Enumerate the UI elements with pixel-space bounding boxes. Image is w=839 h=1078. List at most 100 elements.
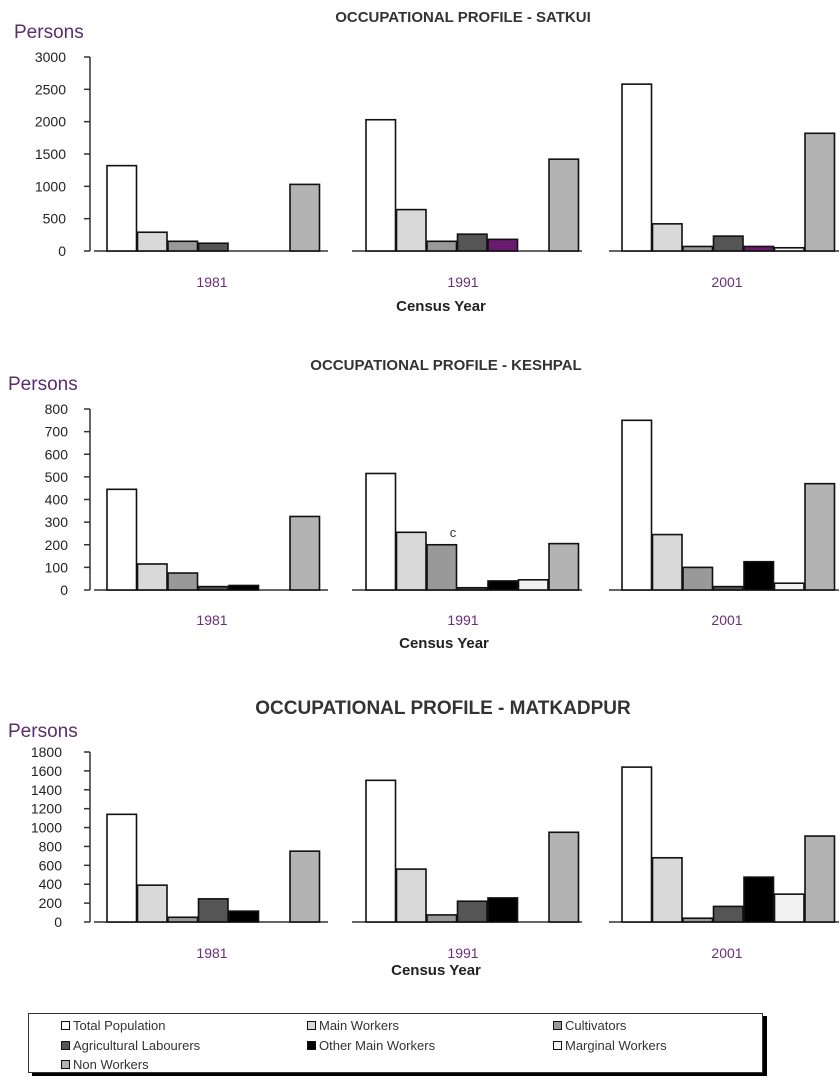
y-tick-label: 400 bbox=[45, 492, 69, 508]
bar-main-workers-1981 bbox=[136, 884, 168, 923]
y-tick-label: 200 bbox=[45, 537, 69, 553]
y-tick-label: 600 bbox=[45, 446, 69, 462]
bar-total-population-1991 bbox=[365, 118, 397, 252]
bar-other-main-workers-1981 bbox=[228, 584, 260, 591]
bar-agricultural-labourers-2001 bbox=[712, 585, 744, 591]
x-tick-label: 1991 bbox=[447, 612, 478, 628]
bar-other-main-workers-2001 bbox=[743, 560, 775, 591]
bar-main-workers-1991 bbox=[395, 868, 427, 923]
bar-total-population-1981 bbox=[106, 164, 138, 252]
legend-swatch bbox=[61, 1060, 70, 1069]
y-tick-label: 2000 bbox=[35, 114, 66, 130]
x-axis-label: Census Year bbox=[396, 298, 486, 315]
legend-item-marginal-workers: Marginal Workers bbox=[553, 1038, 667, 1053]
bar-main-workers-1981 bbox=[136, 563, 168, 591]
bar-cultivators-2001 bbox=[682, 566, 714, 591]
charts-canvas: OCCUPATIONAL PROFILE - SATKUI Persons 0 500… bbox=[8, 9, 839, 979]
bar-marginal-workers-2001 bbox=[773, 246, 805, 252]
legend-label: Non Workers bbox=[73, 1057, 149, 1072]
bar-cultivators-1991 bbox=[426, 543, 458, 591]
x-tick-label: 1981 bbox=[196, 274, 227, 290]
bar-other-main-workers-1991 bbox=[487, 238, 519, 252]
y-tick-label: 800 bbox=[39, 838, 63, 854]
bar-agricultural-labourers-1991 bbox=[456, 586, 488, 591]
y-tick-label: 600 bbox=[39, 857, 63, 873]
y-tick-label: 300 bbox=[45, 514, 69, 530]
x-tick-label: 2001 bbox=[711, 945, 742, 961]
bar-other-main-workers-1981 bbox=[228, 910, 260, 923]
bar-agricultural-labourers-1981 bbox=[197, 585, 229, 591]
bar-cultivators-1981 bbox=[167, 240, 199, 252]
chart-title: OCCUPATIONAL PROFILE - KESHPAL bbox=[310, 357, 581, 374]
y-tick-label: 200 bbox=[39, 895, 63, 911]
y-axis-label: Persons bbox=[8, 721, 78, 742]
y-tick-label: 1500 bbox=[35, 146, 66, 162]
y-tick-label: 1200 bbox=[31, 801, 62, 817]
bar-total-population-1991 bbox=[365, 779, 397, 923]
y-tick-label: 700 bbox=[45, 424, 69, 440]
bar-agricultural-labourers-1981 bbox=[197, 242, 229, 252]
chart-title: OCCUPATIONAL PROFILE - SATKUI bbox=[335, 9, 591, 26]
bar-marginal-workers-2001 bbox=[773, 582, 805, 591]
bar-other-main-workers-2001 bbox=[743, 245, 775, 252]
y-axis-label: Persons bbox=[14, 22, 84, 43]
y-tick-label: 100 bbox=[45, 559, 69, 575]
y-tick-label: 1600 bbox=[31, 763, 62, 779]
legend-swatch bbox=[553, 1021, 562, 1030]
chart-title: OCCUPATIONAL PROFILE - MATKADPUR bbox=[255, 698, 631, 719]
bar-total-population-2001 bbox=[621, 419, 653, 591]
y-tick-label: 3000 bbox=[35, 49, 66, 65]
bar-other-main-workers-1991 bbox=[487, 580, 519, 591]
y-tick-label: 500 bbox=[43, 211, 67, 227]
bar-agricultural-labourers-1981 bbox=[197, 898, 229, 923]
bar-non-workers-2001 bbox=[804, 835, 836, 923]
bar-main-workers-2001 bbox=[651, 223, 683, 252]
y-tick-label: 400 bbox=[39, 876, 63, 892]
y-tick-label: 1000 bbox=[35, 178, 66, 194]
y-tick-label: 0 bbox=[60, 582, 68, 598]
x-tick-label: 2001 bbox=[711, 274, 742, 290]
bar-cultivators-1991 bbox=[426, 240, 458, 252]
bar-agricultural-labourers-2001 bbox=[712, 905, 744, 923]
legend-item-non-workers: Non Workers bbox=[61, 1057, 149, 1072]
y-axis-label: Persons bbox=[8, 374, 78, 395]
legend-label: Marginal Workers bbox=[565, 1038, 667, 1053]
x-tick-label: 1981 bbox=[196, 612, 227, 628]
legend-label: Cultivators bbox=[565, 1018, 627, 1033]
y-tick-label: 800 bbox=[45, 401, 69, 417]
legend-item-agricultural-labourers: Agricultural Labourers bbox=[61, 1038, 200, 1053]
legend-label: Other Main Workers bbox=[319, 1038, 436, 1053]
y-tick-label: 0 bbox=[54, 914, 62, 930]
bar-non-workers-2001 bbox=[804, 482, 836, 591]
x-axis-label: Census Year bbox=[391, 962, 481, 979]
bar-non-workers-2001 bbox=[804, 132, 836, 252]
bar-main-workers-1991 bbox=[395, 531, 427, 591]
y-tick-label: 2500 bbox=[35, 81, 66, 97]
bar-marginal-workers-2001 bbox=[773, 893, 805, 923]
y-tick-label: 1800 bbox=[31, 744, 62, 760]
bar-non-workers-1981 bbox=[289, 850, 321, 923]
bar-main-workers-1991 bbox=[395, 208, 427, 252]
legend-swatch bbox=[61, 1041, 70, 1050]
y-tick-label: 0 bbox=[58, 243, 66, 259]
x-tick-label: 1991 bbox=[447, 945, 478, 961]
x-tick-label: 1991 bbox=[447, 274, 478, 290]
chart-annotation: c bbox=[450, 525, 457, 540]
bar-total-population-1981 bbox=[106, 813, 138, 923]
bar-main-workers-1981 bbox=[136, 231, 168, 252]
x-tick-label: 2001 bbox=[711, 612, 742, 628]
legend-label: Total Population bbox=[73, 1018, 166, 1033]
bar-cultivators-1981 bbox=[167, 916, 199, 923]
bar-total-population-2001 bbox=[621, 83, 653, 252]
bar-cultivators-1981 bbox=[167, 572, 199, 591]
bar-non-workers-1981 bbox=[289, 183, 321, 252]
bar-non-workers-1991 bbox=[548, 831, 580, 923]
bar-other-main-workers-2001 bbox=[743, 876, 775, 923]
bar-non-workers-1981 bbox=[289, 515, 321, 591]
bar-main-workers-2001 bbox=[651, 533, 683, 591]
legend-item-cultivators: Cultivators bbox=[553, 1018, 626, 1033]
bar-total-population-1991 bbox=[365, 472, 397, 591]
bar-total-population-2001 bbox=[621, 766, 653, 923]
legend-item-total-population: Total Population bbox=[61, 1018, 166, 1033]
bar-other-main-workers-1991 bbox=[487, 897, 519, 923]
